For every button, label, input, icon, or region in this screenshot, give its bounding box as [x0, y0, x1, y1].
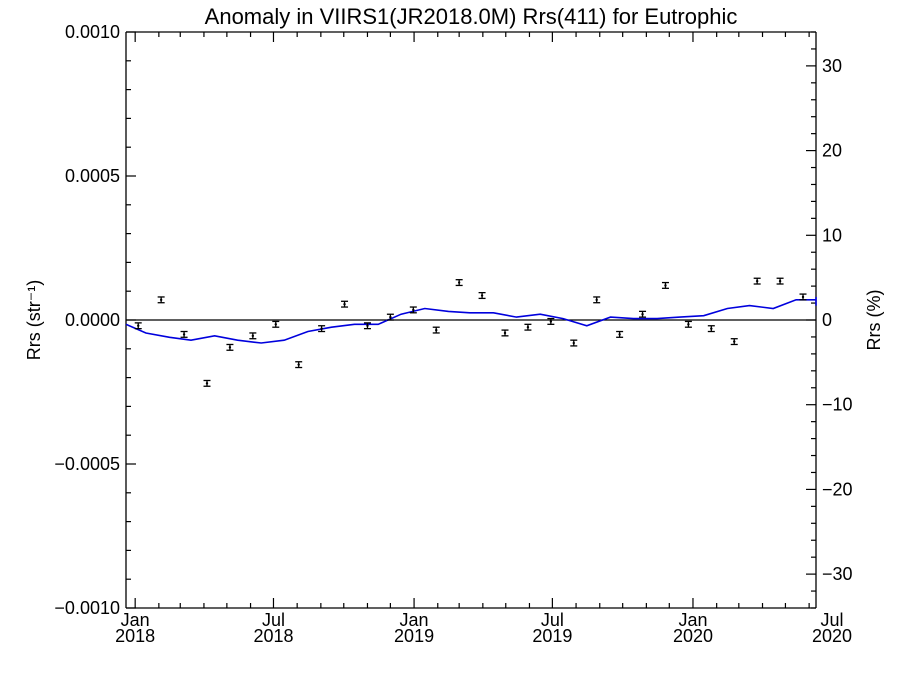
data-point	[799, 293, 807, 301]
x-tick-year-label: 2019	[532, 626, 572, 646]
data-point	[386, 313, 394, 321]
data-point	[432, 326, 440, 334]
point-marker	[664, 284, 667, 287]
x-tick-month-label: Jul	[821, 610, 844, 630]
data-point	[478, 291, 486, 300]
point-marker	[251, 334, 255, 338]
point-marker	[389, 315, 392, 319]
y2-tick-label: 0	[822, 310, 832, 330]
point-marker	[549, 320, 553, 323]
point-marker	[457, 281, 461, 284]
point-marker	[641, 313, 644, 316]
data-point	[249, 332, 257, 340]
x-tick-year-label: 2018	[253, 626, 293, 646]
y-tick-label: 0.0010	[65, 22, 120, 42]
y2-axis-ticks: −30 −20 −10 0 10 20 30	[806, 31, 853, 609]
point-marker	[480, 294, 484, 297]
data-point	[570, 339, 578, 347]
data-point	[501, 329, 509, 337]
y2-tick-label: −10	[822, 395, 853, 415]
x-tick-year-label: 2020	[812, 626, 852, 646]
x-axis-ticks: Jan2018Jul2018Jan2019Jul2019Jan2020Jul20…	[115, 32, 852, 646]
data-point	[776, 277, 784, 285]
x-tick-month-label: Jul	[262, 610, 285, 630]
data-point	[157, 296, 165, 304]
y2-tick-label: 10	[822, 225, 842, 245]
point-marker	[733, 340, 736, 343]
y2-tick-label: −30	[822, 564, 853, 584]
x-tick-month-label: Jan	[678, 610, 707, 630]
data-point	[226, 343, 234, 351]
point-marker	[778, 279, 782, 283]
point-marker	[572, 341, 575, 345]
point-marker	[228, 346, 232, 349]
y-tick-label: 0.0000	[65, 310, 120, 330]
data-point	[363, 322, 371, 330]
point-marker	[526, 326, 530, 329]
data-point	[661, 281, 669, 289]
data-point	[203, 379, 211, 387]
point-marker	[755, 279, 759, 283]
point-marker	[801, 295, 805, 299]
y-tick-label: 0.0005	[65, 166, 120, 186]
data-point	[730, 338, 738, 346]
y-axis-ticks: −0.0010 −0.0005 0.0000 0.0005 0.0010	[54, 22, 136, 618]
x-tick-month-label: Jan	[121, 610, 150, 630]
y2-axis-label: Rrs (%)	[864, 290, 884, 351]
point-marker	[297, 363, 300, 366]
data-point	[318, 325, 326, 333]
y-tick-label: −0.0005	[54, 454, 120, 474]
data-point	[616, 330, 624, 338]
point-marker	[205, 382, 209, 385]
point-marker	[274, 323, 277, 326]
y2-tick-label: 30	[822, 56, 842, 76]
point-marker	[343, 302, 346, 306]
x-tick-year-label: 2019	[394, 626, 434, 646]
y-tick-label: −0.0010	[54, 598, 120, 618]
series-group	[125, 297, 817, 344]
data-point	[707, 325, 715, 333]
x-tick-month-label: Jul	[541, 610, 564, 630]
y2-tick-label: 20	[822, 141, 842, 161]
x-tick-month-label: Jan	[400, 610, 429, 630]
data-point	[409, 306, 417, 314]
x-tick-year-label: 2018	[115, 626, 155, 646]
y-axis-label: Rrs (str⁻¹)	[24, 280, 44, 360]
data-points-group	[134, 277, 807, 387]
data-point	[593, 296, 601, 304]
point-marker	[366, 324, 369, 327]
data-point	[134, 322, 142, 330]
point-marker	[687, 323, 690, 326]
point-marker	[320, 327, 323, 330]
point-marker	[435, 328, 438, 332]
y2-tick-label: −20	[822, 479, 853, 499]
point-marker	[159, 298, 163, 302]
series-line	[125, 297, 817, 344]
point-marker	[182, 333, 186, 336]
data-point	[684, 320, 692, 328]
data-point	[272, 320, 280, 328]
point-marker	[137, 324, 140, 327]
data-point	[341, 300, 349, 308]
data-point	[180, 330, 188, 338]
x-tick-year-label: 2020	[673, 626, 713, 646]
point-marker	[618, 333, 621, 336]
data-point	[547, 317, 555, 325]
data-point	[524, 323, 532, 331]
data-point	[295, 361, 303, 369]
data-point	[753, 277, 761, 285]
chart-title: Anomaly in VIIRS1(JR2018.0M) Rrs(411) fo…	[205, 4, 738, 29]
point-marker	[595, 298, 598, 302]
point-marker	[503, 331, 507, 335]
data-point	[639, 310, 647, 318]
data-point	[455, 279, 463, 287]
point-marker	[710, 327, 713, 330]
point-marker	[412, 308, 415, 312]
